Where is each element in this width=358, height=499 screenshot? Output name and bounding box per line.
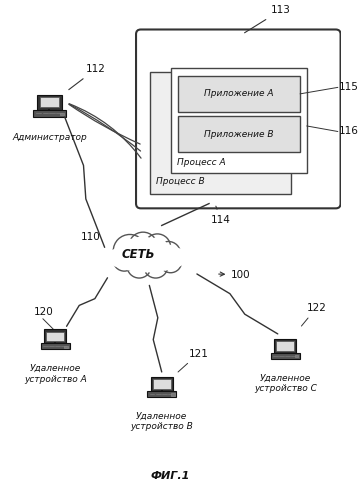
Circle shape (160, 250, 182, 273)
FancyBboxPatch shape (40, 343, 70, 349)
FancyBboxPatch shape (60, 113, 64, 115)
FancyBboxPatch shape (276, 341, 294, 350)
FancyBboxPatch shape (274, 339, 296, 353)
Text: Администратор: Администратор (12, 133, 87, 142)
Text: 115: 115 (339, 82, 358, 92)
FancyBboxPatch shape (156, 391, 168, 392)
FancyBboxPatch shape (33, 110, 66, 117)
Circle shape (113, 235, 146, 267)
Ellipse shape (106, 243, 189, 272)
Text: СЕТЬ: СЕТЬ (121, 249, 155, 261)
FancyBboxPatch shape (150, 72, 291, 194)
Text: 113: 113 (245, 5, 291, 33)
FancyBboxPatch shape (136, 29, 340, 209)
Circle shape (129, 232, 158, 261)
Circle shape (113, 249, 135, 271)
Text: 121: 121 (178, 349, 208, 372)
Circle shape (132, 236, 154, 257)
Text: Удаленное
устройство А: Удаленное устройство А (24, 364, 87, 384)
FancyBboxPatch shape (178, 76, 300, 112)
FancyBboxPatch shape (147, 391, 176, 397)
Text: 120: 120 (34, 307, 54, 317)
FancyBboxPatch shape (271, 353, 300, 359)
Circle shape (144, 234, 171, 260)
FancyBboxPatch shape (171, 393, 175, 396)
FancyBboxPatch shape (151, 377, 173, 391)
Text: 114: 114 (211, 206, 231, 225)
Text: 110: 110 (81, 232, 101, 242)
Text: 116: 116 (339, 126, 358, 136)
FancyBboxPatch shape (44, 329, 66, 343)
Text: ФИГ.1: ФИГ.1 (151, 472, 190, 482)
FancyBboxPatch shape (153, 379, 171, 389)
Text: Приложение А: Приложение А (204, 89, 274, 98)
FancyBboxPatch shape (178, 116, 300, 152)
FancyBboxPatch shape (49, 343, 61, 345)
FancyBboxPatch shape (37, 95, 62, 110)
Text: 100: 100 (219, 270, 251, 280)
Circle shape (147, 237, 167, 257)
FancyBboxPatch shape (280, 353, 291, 354)
Text: Процесс В: Процесс В (156, 178, 205, 187)
Circle shape (156, 242, 180, 266)
Text: Удаленное
устройство В: Удаленное устройство В (130, 412, 193, 431)
FancyBboxPatch shape (171, 68, 307, 173)
Text: Удаленное
устройство С: Удаленное устройство С (254, 374, 317, 393)
Circle shape (144, 254, 168, 278)
Circle shape (147, 257, 165, 275)
Text: 122: 122 (301, 303, 326, 326)
FancyBboxPatch shape (46, 331, 64, 341)
Text: Приложение В: Приложение В (204, 130, 274, 139)
FancyBboxPatch shape (39, 97, 59, 107)
Text: Процесс А: Процесс А (177, 158, 226, 168)
FancyBboxPatch shape (64, 346, 68, 348)
Circle shape (159, 245, 178, 262)
FancyBboxPatch shape (295, 355, 298, 357)
FancyBboxPatch shape (43, 110, 56, 112)
Circle shape (162, 253, 179, 270)
Circle shape (127, 254, 151, 278)
Circle shape (117, 239, 142, 263)
Text: 112: 112 (69, 64, 106, 90)
Circle shape (116, 252, 132, 268)
Ellipse shape (98, 234, 197, 279)
Circle shape (130, 257, 148, 275)
